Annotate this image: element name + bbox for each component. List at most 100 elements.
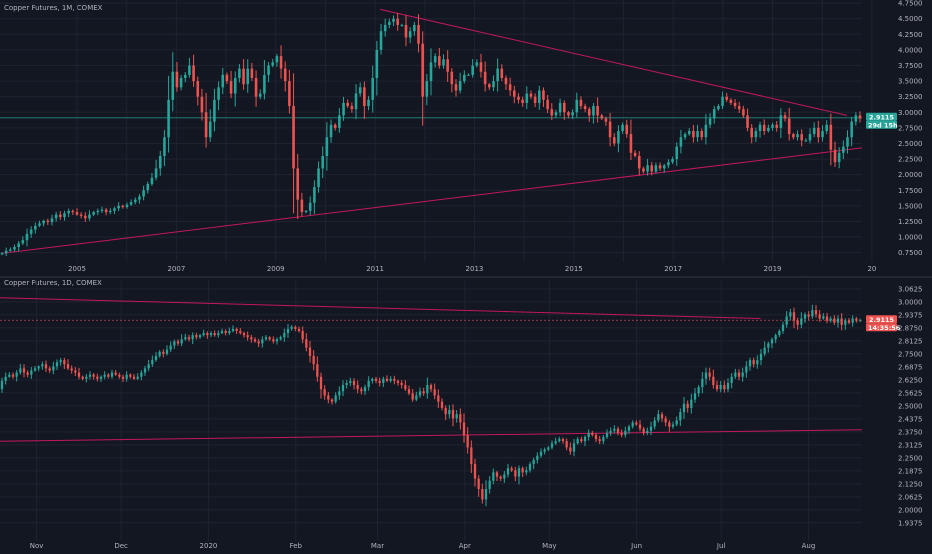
daily-candle-body (253, 339, 257, 342)
daily-candle-body (503, 474, 506, 479)
daily-candle-body (602, 437, 605, 442)
daily-y-tick-label: 2.1875 (898, 467, 923, 475)
daily-x-tick-label: Aug (802, 542, 816, 550)
daily-candle-body (521, 468, 524, 473)
monthly-candle-body (488, 84, 491, 88)
daily-candle-body (404, 385, 407, 390)
monthly-candle-body (13, 247, 16, 250)
daily-y-tick-label: 2.2500 (898, 454, 923, 462)
monthly-last-price-tag: 2.9115 29d 15h (866, 112, 898, 129)
monthly-candle-body (850, 121, 853, 138)
daily-chart-title: Copper Futures, 1D, COMEX (4, 279, 102, 287)
daily-candle-body (59, 360, 62, 363)
monthly-candle-body (150, 177, 154, 185)
daily-candle-body (477, 478, 480, 490)
monthly-candle-body (329, 124, 333, 138)
daily-candle-body (319, 376, 323, 390)
monthly-candle-body (208, 121, 212, 138)
monthly-panel[interactable]: Copper Futures, 1M, COMEX 0.7500 1.0000 1.… (0, 0, 923, 273)
monthly-candle-body (629, 134, 633, 153)
monthly-candle-body (192, 65, 195, 82)
monthly-candle-body (600, 115, 604, 119)
daily-candle-body (162, 351, 165, 354)
daily-price-axis[interactable]: 1.9375 2.0000 2.0625 2.1250 2.1875 2.2500 2.31… (898, 285, 923, 527)
monthly-candle-body (833, 149, 837, 163)
daily-candle-body (580, 439, 583, 442)
monthly-candle-body (200, 96, 204, 113)
monthly-candle-body (817, 127, 820, 138)
monthly-candle-body (279, 56, 283, 69)
monthly-candle-body (675, 146, 679, 160)
monthly-candle-body (842, 146, 845, 153)
monthly-time-axis[interactable]: 2005 2007 2009 2011 2013 2015 2017 2019 20 (68, 265, 876, 273)
daily-candle-body (231, 328, 235, 331)
daily-candle-body (242, 333, 246, 336)
monthly-candle-body (367, 99, 370, 107)
daily-candle-body (532, 459, 535, 465)
daily-candle-body (74, 370, 77, 373)
daily-candle-body (360, 389, 363, 392)
monthly-candle-body (142, 190, 145, 197)
monthly-candle-body (683, 134, 687, 138)
monthly-trendline[interactable] (379, 8, 848, 116)
daily-candle-body (734, 372, 737, 377)
monthly-candle-body (29, 229, 33, 234)
monthly-candle-body (662, 165, 666, 169)
monthly-candle-body (46, 220, 50, 223)
daily-candle-body (158, 351, 161, 356)
monthly-candle-body (579, 99, 583, 107)
daily-y-tick-label: 2.7500 (898, 350, 923, 358)
daily-candle-body (748, 360, 752, 367)
monthly-trendline[interactable] (2, 147, 863, 254)
monthly-price-axis[interactable]: 0.7500 1.0000 1.2500 1.5000 1.7500 2.0000 2.25… (898, 0, 923, 257)
monthly-candle-body (458, 81, 462, 91)
daily-candle-body (176, 341, 180, 344)
monthly-candle-body (708, 118, 712, 125)
daily-x-tick-label: Jun (630, 542, 642, 550)
daily-candle-body (554, 441, 557, 444)
monthly-candle-body (617, 131, 620, 144)
daily-candle-body (129, 374, 132, 377)
daily-candle-body (851, 318, 854, 323)
monthly-candle-body (737, 106, 741, 110)
daily-candle-body (257, 341, 260, 344)
daily-y-tick-label: 2.8750 (898, 324, 923, 332)
monthly-x-tick-label: 2019 (764, 265, 782, 273)
daily-time-axis[interactable]: Nov Dec 2020 Feb Mar Apr May Jun Jul Aug (30, 542, 816, 550)
monthly-candle-body (59, 214, 62, 218)
daily-y-tick-label: 2.9375 (898, 311, 923, 319)
daily-candle-body (844, 320, 847, 325)
daily-candle-body (169, 345, 172, 350)
daily-trendline[interactable] (0, 429, 863, 442)
daily-candle-body (66, 364, 70, 369)
daily-candle-body (675, 420, 678, 425)
daily-candle-body (228, 330, 231, 334)
monthly-candle-body (346, 102, 349, 107)
daily-candle-body (312, 355, 315, 365)
daily-candle-body (620, 432, 623, 435)
monthly-candle-body (496, 68, 499, 82)
daily-trendline[interactable] (0, 297, 761, 320)
monthly-candle-body (608, 121, 612, 138)
monthly-candle-body (567, 112, 570, 116)
monthly-candle-body (837, 152, 841, 163)
daily-panel[interactable]: Copper Futures, 1D, COMEX 1.9375 2.0000 2.… (0, 279, 923, 550)
monthly-y-tick-label: 4.0000 (898, 46, 923, 54)
daily-candle-body (198, 335, 202, 338)
daily-candle-body (316, 364, 319, 377)
monthly-candle-body (758, 124, 762, 131)
daily-candle-body (107, 374, 110, 377)
monthly-candle-body (79, 214, 83, 216)
daily-candle-body (473, 464, 477, 479)
monthly-candle-body (796, 134, 799, 138)
daily-candle-body (781, 324, 785, 331)
monthly-candle-body (304, 210, 308, 213)
monthly-x-tick-label: 2005 (68, 265, 86, 273)
daily-candle-body (510, 468, 513, 471)
monthly-candle-body (742, 109, 745, 116)
monthly-candle-body (733, 102, 737, 107)
daily-x-tick-label: May (542, 542, 556, 550)
daily-candle-body (140, 372, 143, 377)
daily-candle-body (495, 472, 499, 477)
